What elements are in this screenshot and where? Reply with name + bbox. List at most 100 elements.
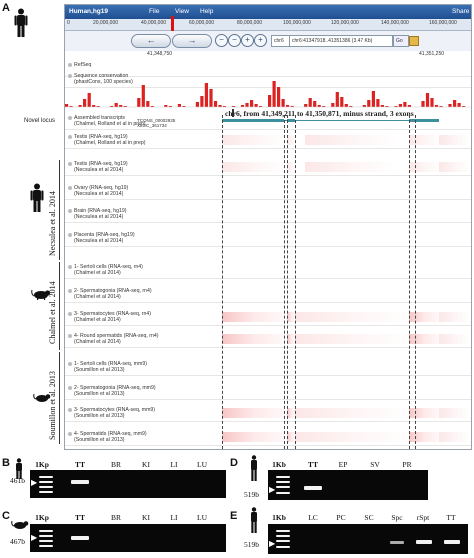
share-button[interactable]: Share: [452, 8, 470, 15]
ladder-band: [276, 476, 290, 478]
location-input[interactable]: chr6:41347918..41351386 (3.47 Kb): [289, 35, 393, 47]
track-toggle-icon[interactable]: [68, 407, 72, 412]
zoom-in-icon[interactable]: +: [241, 34, 254, 47]
conservation-bar: [367, 100, 371, 107]
go-button[interactable]: Go: [393, 35, 409, 47]
track-toggle-icon[interactable]: [68, 288, 72, 293]
ladder-band: [276, 535, 290, 537]
chalmel-label: Chalmel et al. 2014: [48, 281, 57, 344]
track-toggle-icon[interactable]: [68, 264, 72, 269]
gel-c: ▶: [30, 524, 226, 552]
conservation-bar: [119, 105, 123, 107]
exon-boundary: [222, 115, 223, 449]
track-separator: [65, 278, 471, 279]
conservation-bar: [286, 105, 290, 107]
track-label[interactable]: 1- Sertoli cells (RNA-seq, rn4) (Chalmel …: [68, 264, 143, 276]
track-label[interactable]: 4- Spermatids (RNA-seq, mm9) (Soumillon e…: [68, 431, 147, 443]
track-toggle-icon[interactable]: [68, 161, 72, 166]
mouse-icon: [33, 393, 51, 402]
exon-boundary: [287, 115, 288, 449]
menu-file[interactable]: File: [149, 8, 160, 15]
track-label[interactable]: 4- Round spermatids (RNA-seq, rn4) (Chalm…: [68, 333, 158, 345]
lane-label: SC: [364, 513, 374, 522]
track-separator: [65, 445, 471, 446]
track-separator: [65, 175, 471, 176]
track-toggle-icon[interactable]: [68, 185, 72, 190]
tt-band: [444, 540, 460, 544]
expression-heat: [439, 432, 469, 442]
position-marker[interactable]: [171, 16, 174, 32]
track-toggle-icon[interactable]: [68, 73, 72, 78]
transcript-id-xloc: XLOC_361734: [137, 123, 167, 128]
conservation-bar: [340, 97, 344, 107]
track-toggle-icon[interactable]: [68, 311, 72, 316]
panel-letter-b: B: [2, 457, 10, 469]
track-label[interactable]: 1- Sertoli cells (RNA-seq, mm9) (Soumillo…: [68, 361, 147, 373]
track-toggle-icon[interactable]: [68, 361, 72, 366]
menu-view[interactable]: View: [175, 8, 189, 15]
pan-right-button[interactable]: →: [172, 34, 212, 48]
locus-marker: [232, 109, 234, 117]
track-toggle-icon[interactable]: [68, 431, 72, 436]
expression-heat: [295, 334, 409, 344]
expression-heat: [295, 432, 409, 442]
track-label[interactable]: Testis (RNA-seq, hg19) (Chalmel, Rolland …: [68, 134, 146, 146]
track-separator: [65, 347, 471, 348]
track-label[interactable]: 3- Spermatocytes (RNA-seq, rn4) (Chalmel …: [68, 311, 151, 323]
ladder-band: [276, 546, 290, 548]
track-label[interactable]: RefSeq: [68, 62, 91, 68]
ladder-band: [39, 545, 53, 547]
track-label[interactable]: Placenta (RNA-seq, hg19) (Necsulea et al …: [68, 232, 135, 244]
gel-e: ▶: [268, 524, 468, 554]
track-toggle-icon[interactable]: [68, 333, 72, 338]
expression-heat: [222, 135, 284, 145]
human-icon: [251, 507, 257, 533]
pan-left-button[interactable]: ←: [131, 34, 171, 48]
chromosome-select[interactable]: chr6: [271, 35, 291, 47]
zoom-out-more-icon[interactable]: −: [228, 34, 241, 47]
exon-boundary: [409, 115, 410, 449]
track-source: (Soumillon et al 2013): [74, 367, 125, 373]
panel-letter-e: E: [230, 510, 238, 522]
track-source: (Soumillon et al 2013): [74, 437, 125, 443]
track-toggle-icon[interactable]: [68, 62, 72, 67]
conservation-bar: [209, 89, 213, 107]
track-toggle-icon[interactable]: [68, 208, 72, 213]
conservation-plot: [65, 81, 471, 108]
track-label[interactable]: Assembled transcripts (Chalmel, Rolland e…: [68, 115, 146, 127]
track-label[interactable]: 2- Spermatogonia (RNA-seq, mm9) (Soumillo…: [68, 385, 156, 397]
zoom-in-more-icon[interactable]: +: [254, 34, 267, 47]
conservation-bar: [78, 105, 82, 107]
zoom-out-icon[interactable]: −: [215, 34, 228, 47]
track-label[interactable]: 3- Spermatocytes (RNA-seq, mm9) (Soumillo…: [68, 407, 155, 419]
track-toggle-icon[interactable]: [68, 385, 72, 390]
band-size-label: 467b: [10, 537, 25, 546]
soumillon-bracket: [59, 352, 60, 444]
conservation-bar: [453, 100, 457, 107]
conservation-bar: [92, 105, 96, 107]
lane-label: LU: [197, 513, 207, 522]
ruler-tick: 20,000,000: [93, 20, 119, 26]
conservation-bar: [349, 106, 353, 107]
highlight-icon[interactable]: [409, 36, 419, 46]
track-toggle-icon[interactable]: [68, 232, 72, 237]
track-label[interactable]: 2- Spermatogonia (RNA-seq, rn4) (Chalmel …: [68, 288, 152, 300]
chromosome-ruler[interactable]: 0 20,000,000 40,000,000 60,000,000 80,00…: [65, 19, 471, 31]
novel-locus-title: chr6, from 41,349,211 to 41,350,871, min…: [225, 109, 414, 118]
locus-tick: 41,351,250: [419, 51, 445, 57]
lane-label: 1Kb: [272, 460, 286, 469]
conservation-bar: [371, 91, 375, 107]
track-label[interactable]: Brain (RNA-seq, hg19) (Necsulea et al 201…: [68, 208, 126, 220]
menu-help[interactable]: Help: [200, 8, 214, 15]
conservation-bar: [146, 101, 150, 107]
track-toggle-icon[interactable]: [68, 134, 72, 139]
soumillon-label: Soumillon et al. 2013: [48, 371, 57, 440]
track-label[interactable]: Sequence conservation (phastCons, 100 spe…: [68, 73, 133, 85]
tt-band: [304, 486, 322, 490]
track-toggle-icon[interactable]: [68, 115, 72, 120]
track-label[interactable]: Testis (RNA-seq, hg19) (Necsulea et al 20…: [68, 161, 128, 173]
transcript-id-tcons: TCONS_00002935: [137, 118, 176, 123]
track-label[interactable]: Ovary (RNA-seq, hg19) (Necsulea et al 201…: [68, 185, 128, 197]
expression-heat: [287, 432, 295, 442]
genome-selector[interactable]: Human,hg19: [69, 8, 109, 15]
